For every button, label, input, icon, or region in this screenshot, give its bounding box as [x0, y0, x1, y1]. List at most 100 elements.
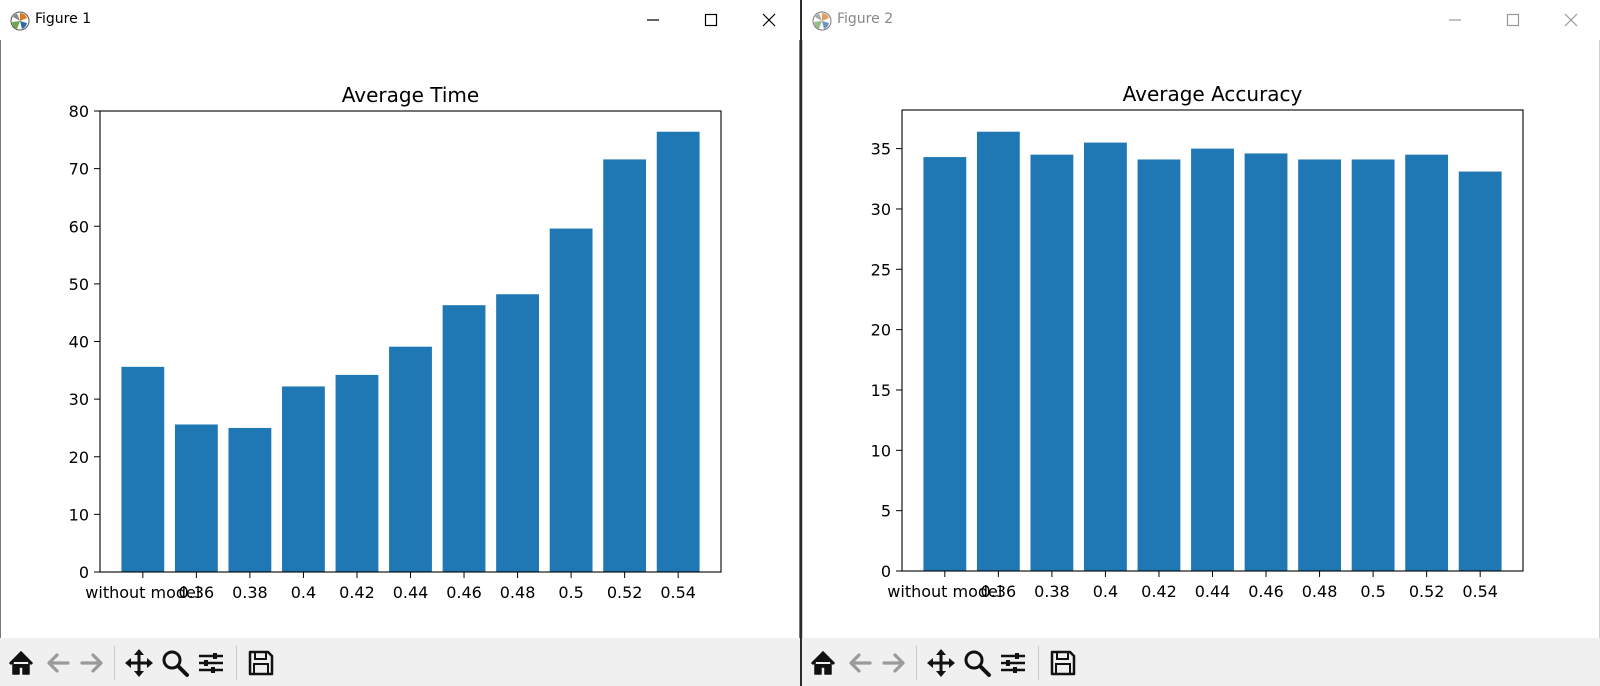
back-arrow-icon: [849, 653, 872, 673]
bar-0.36: [174, 424, 218, 572]
title-bar[interactable]: Figure 1: [0, 0, 800, 40]
bar-0.42: [1137, 159, 1181, 571]
x-tick-label: 0.46: [1248, 582, 1284, 601]
x-tick-label: 0.52: [607, 583, 643, 602]
bar-0.5: [549, 228, 593, 572]
x-tick-label: 0.48: [500, 583, 536, 602]
x-tick-label: 0.5: [1360, 582, 1385, 601]
zoom-magnifier-icon: [162, 650, 189, 677]
navigation-toolbar: [802, 638, 1600, 686]
configure-subplots-button[interactable]: [194, 646, 228, 680]
x-tick-label: 0.5: [558, 583, 583, 602]
title-bar[interactable]: Figure 2: [802, 0, 1600, 40]
x-tick-label: 0.38: [232, 583, 268, 602]
home-button[interactable]: [4, 646, 38, 680]
bar-0.48: [1298, 159, 1341, 571]
y-tick-label: 35: [871, 140, 891, 159]
pan-move-icon: [125, 649, 153, 677]
bar-without-model: [121, 366, 165, 572]
save-disk-icon: [248, 650, 274, 676]
minimize-button[interactable]: [625, 4, 681, 36]
pan-button[interactable]: [122, 646, 156, 680]
y-tick-label: 40: [69, 333, 89, 352]
pan-button[interactable]: [924, 646, 958, 680]
minimize-icon: [647, 19, 659, 21]
bar-0.52: [603, 159, 647, 572]
x-tick-label: 0.44: [393, 583, 429, 602]
y-tick-label: 20: [871, 321, 891, 340]
y-tick-label: 10: [871, 441, 891, 460]
figure-2-window: Figure 2 Average Accuracy 0 5 10 15 20 25 30 35 w…: [802, 0, 1600, 686]
bar-0.38: [1030, 154, 1074, 571]
matplotlib-logo-icon: [812, 11, 832, 31]
zoom-button[interactable]: [960, 646, 994, 680]
chart-title: Average Time: [342, 83, 479, 107]
maximize-button[interactable]: [683, 4, 739, 36]
chart-title: Average Accuracy: [1123, 82, 1303, 106]
x-tick-label: 0.54: [660, 583, 696, 602]
maximize-icon: [1506, 13, 1520, 27]
bar-0.46: [442, 305, 486, 572]
y-tick-label: 30: [871, 200, 891, 219]
minimize-button[interactable]: [1427, 4, 1483, 36]
home-icon: [8, 650, 34, 675]
home-icon: [810, 650, 836, 675]
bar-0.52: [1405, 154, 1449, 571]
x-tick-label: 0.4: [1093, 582, 1118, 601]
bar-0.5: [1351, 159, 1395, 571]
bar-0.36: [976, 131, 1020, 571]
y-tick-label: 15: [871, 381, 891, 400]
x-tick-label: 0.52: [1409, 582, 1445, 601]
maximize-icon: [704, 13, 718, 27]
toolbar-separator: [114, 646, 115, 680]
pan-move-icon: [927, 649, 955, 677]
y-tick-label: 0: [79, 563, 89, 582]
save-disk-icon: [1050, 650, 1076, 676]
close-icon: [762, 13, 776, 27]
maximize-button[interactable]: [1485, 4, 1541, 36]
x-tick-label: without model: [887, 582, 1002, 601]
close-button[interactable]: [741, 4, 797, 36]
x-tick-label: 0.38: [1034, 582, 1070, 601]
x-tick-label: without model: [85, 583, 200, 602]
bar-0.54: [1458, 171, 1502, 571]
y-tick-label: 50: [69, 275, 89, 294]
forward-arrow-icon: [80, 653, 103, 673]
back-button[interactable]: [40, 646, 74, 680]
bar-without-model: [923, 157, 967, 572]
y-tick-label: 20: [69, 448, 89, 467]
save-button[interactable]: [244, 646, 278, 680]
minimize-icon: [1449, 19, 1461, 21]
matplotlib-logo-icon: [10, 11, 30, 31]
toolbar-separator: [236, 646, 237, 680]
forward-button[interactable]: [76, 646, 110, 680]
window-title: Figure 1: [35, 11, 92, 27]
average-accuracy-chart: Average Accuracy 0 5 10 15 20 25 30 35 without mo…: [871, 82, 1524, 601]
y-tick-label: 60: [69, 217, 89, 236]
configure-subplots-icon: [1001, 653, 1025, 673]
close-button[interactable]: [1543, 4, 1599, 36]
average-time-chart: Average Time 0 10 20 30 40 50 60 70 80 without mod…: [69, 83, 722, 602]
forward-button[interactable]: [878, 646, 912, 680]
y-tick-label: 0: [881, 562, 891, 581]
bar-0.4: [282, 386, 325, 572]
toolbar-separator: [1038, 646, 1039, 680]
save-button[interactable]: [1046, 646, 1080, 680]
bar-0.42: [335, 374, 379, 572]
x-tick-label: 0.48: [1302, 582, 1338, 601]
bar-0.48: [496, 294, 539, 572]
x-tick-label: 0.36: [981, 582, 1017, 601]
x-tick-label: 0.42: [1141, 582, 1177, 601]
y-tick-label: 70: [69, 160, 89, 179]
home-button[interactable]: [806, 646, 840, 680]
x-tick-label: 0.42: [339, 583, 375, 602]
configure-subplots-button[interactable]: [996, 646, 1030, 680]
back-arrow-icon: [47, 653, 70, 673]
figure-1-window: Figure 1 Average Time 0 10 20 30 40 50 60 70 80 wi…: [0, 0, 800, 686]
y-tick-label: 25: [871, 260, 891, 279]
y-tick-label: 5: [881, 502, 891, 521]
window-title: Figure 2: [837, 11, 894, 27]
zoom-button[interactable]: [158, 646, 192, 680]
bar-0.46: [1244, 153, 1288, 572]
back-button[interactable]: [842, 646, 876, 680]
